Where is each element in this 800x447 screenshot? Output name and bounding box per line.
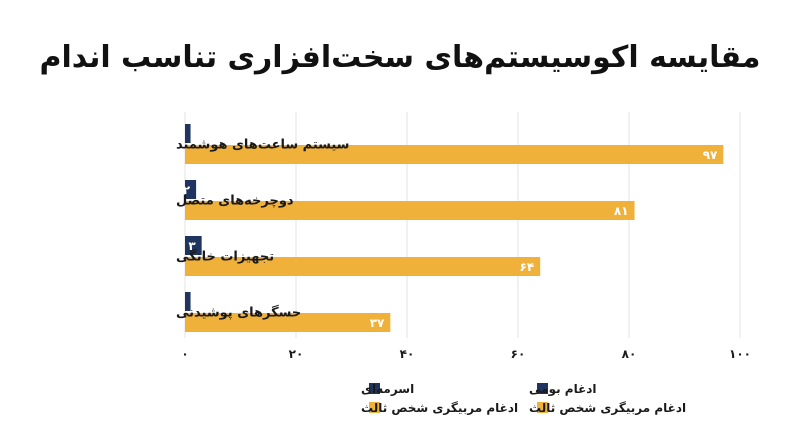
bar-value-label: ۹۷: [703, 148, 718, 162]
legend-label: ادغام مربیگری شخص ثالث: [361, 401, 518, 416]
legend-label: اسرمه‌ای: [361, 382, 414, 396]
x-tick-label: ۴۰: [400, 347, 415, 361]
bar-value-label: ۶۴: [520, 260, 535, 274]
bar: [185, 292, 191, 311]
bar-value-label: ۱: [177, 295, 184, 309]
bar: [185, 180, 197, 199]
bar-value-label: ۱: [177, 127, 184, 141]
bar: [185, 236, 202, 255]
category-labels: سیستم ساعت‌های هوشمند دوچرخه‌های متصل تجهی…: [176, 138, 349, 321]
bar: [185, 257, 541, 276]
bar: [185, 201, 635, 220]
legend-label: ادغام بومی: [529, 382, 597, 397]
bar-value-label: ۸۱: [614, 204, 629, 218]
category-label: سیستم ساعت‌های هوشمند: [176, 138, 349, 153]
bar-value-label: ۳۷: [370, 316, 385, 330]
x-tick-label: ۸۰: [622, 347, 637, 361]
bar: [185, 313, 391, 332]
bar-value-label: ۳: [188, 239, 196, 253]
legend-swatch: [369, 402, 380, 413]
legend-swatch: [537, 402, 548, 413]
category-label: تجهیزات خانگی: [176, 249, 274, 265]
bar-value-label: ۲: [183, 183, 191, 197]
category-label: دوچرخه‌های متصل: [176, 194, 294, 209]
bar: [185, 124, 191, 143]
x-tick-label: ۲۰: [289, 347, 304, 361]
legend-swatch: [369, 383, 380, 394]
x-axis-ticks: ۰ ۲۰ ۴۰ ۶۰ ۸۰ ۱۰۰: [181, 347, 751, 361]
legend-label: ادغام مربیگری شخص ثالث: [529, 401, 686, 416]
legend: ادغام بومی اسرمه‌ای ادغام مربیگری شخص ثالث…: [361, 382, 686, 416]
x-tick-label: ۶۰: [511, 347, 526, 361]
category-label: حسگرهای پوشیدنی: [176, 305, 301, 321]
bar: [185, 145, 724, 164]
chart-title: مقایسه اکوسیستم‌های سخت‌افزاری تناسب اند…: [39, 40, 761, 75]
x-tick-label: ۱۰۰: [729, 347, 751, 361]
legend-swatch: [537, 383, 548, 394]
bars: ۱ ۹۷ ۲ ۸۱ ۳ ۶۴ ۱ ۳۷: [177, 124, 724, 332]
x-tick-label: ۰: [181, 347, 188, 361]
